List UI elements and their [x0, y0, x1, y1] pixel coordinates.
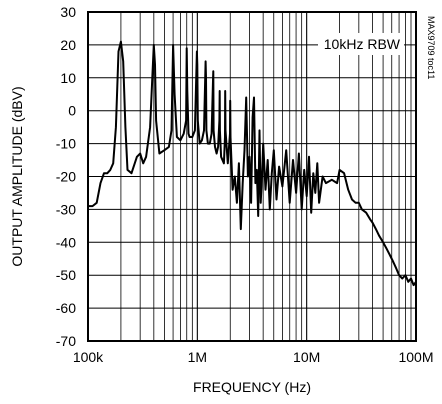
y-tick-label: -20: [56, 169, 76, 185]
x-axis-label: FREQUENCY (Hz): [193, 379, 311, 395]
x-tick-label: 1M: [188, 349, 207, 365]
y-tick-label: -60: [56, 300, 76, 316]
annotation-background: [318, 33, 404, 55]
figure-id: MAX9709 toc11: [426, 16, 436, 79]
y-tick-label: 0: [68, 103, 76, 119]
y-tick-label: 10: [60, 70, 76, 86]
y-tick-label: 30: [60, 4, 76, 20]
x-tick-label: 10M: [293, 349, 320, 365]
y-tick-labels: 30 20 10 0 -10 -20 -30 -40 -50 -60 -70: [56, 4, 76, 349]
y-tick-label: -30: [56, 201, 76, 217]
annotation-rbw: 10kHz RBW: [324, 36, 401, 52]
y-tick-label: -50: [56, 267, 76, 283]
y-tick-label: -40: [56, 234, 76, 250]
y-tick-label: -10: [56, 136, 76, 152]
x-tick-label: 100M: [398, 349, 433, 365]
y-tick-label: -70: [56, 333, 76, 349]
series-group: [88, 40, 417, 287]
y-tick-label: 20: [60, 37, 76, 53]
y-axis-label: OUTPUT AMPLITUDE (dBV): [9, 86, 25, 266]
plot-frame: [87, 11, 417, 342]
x-tick-labels: 100k 1M 10M 100M: [73, 349, 434, 365]
series-line: [88, 40, 417, 287]
grid: [88, 12, 416, 341]
x-tick-label: 100k: [73, 349, 104, 365]
